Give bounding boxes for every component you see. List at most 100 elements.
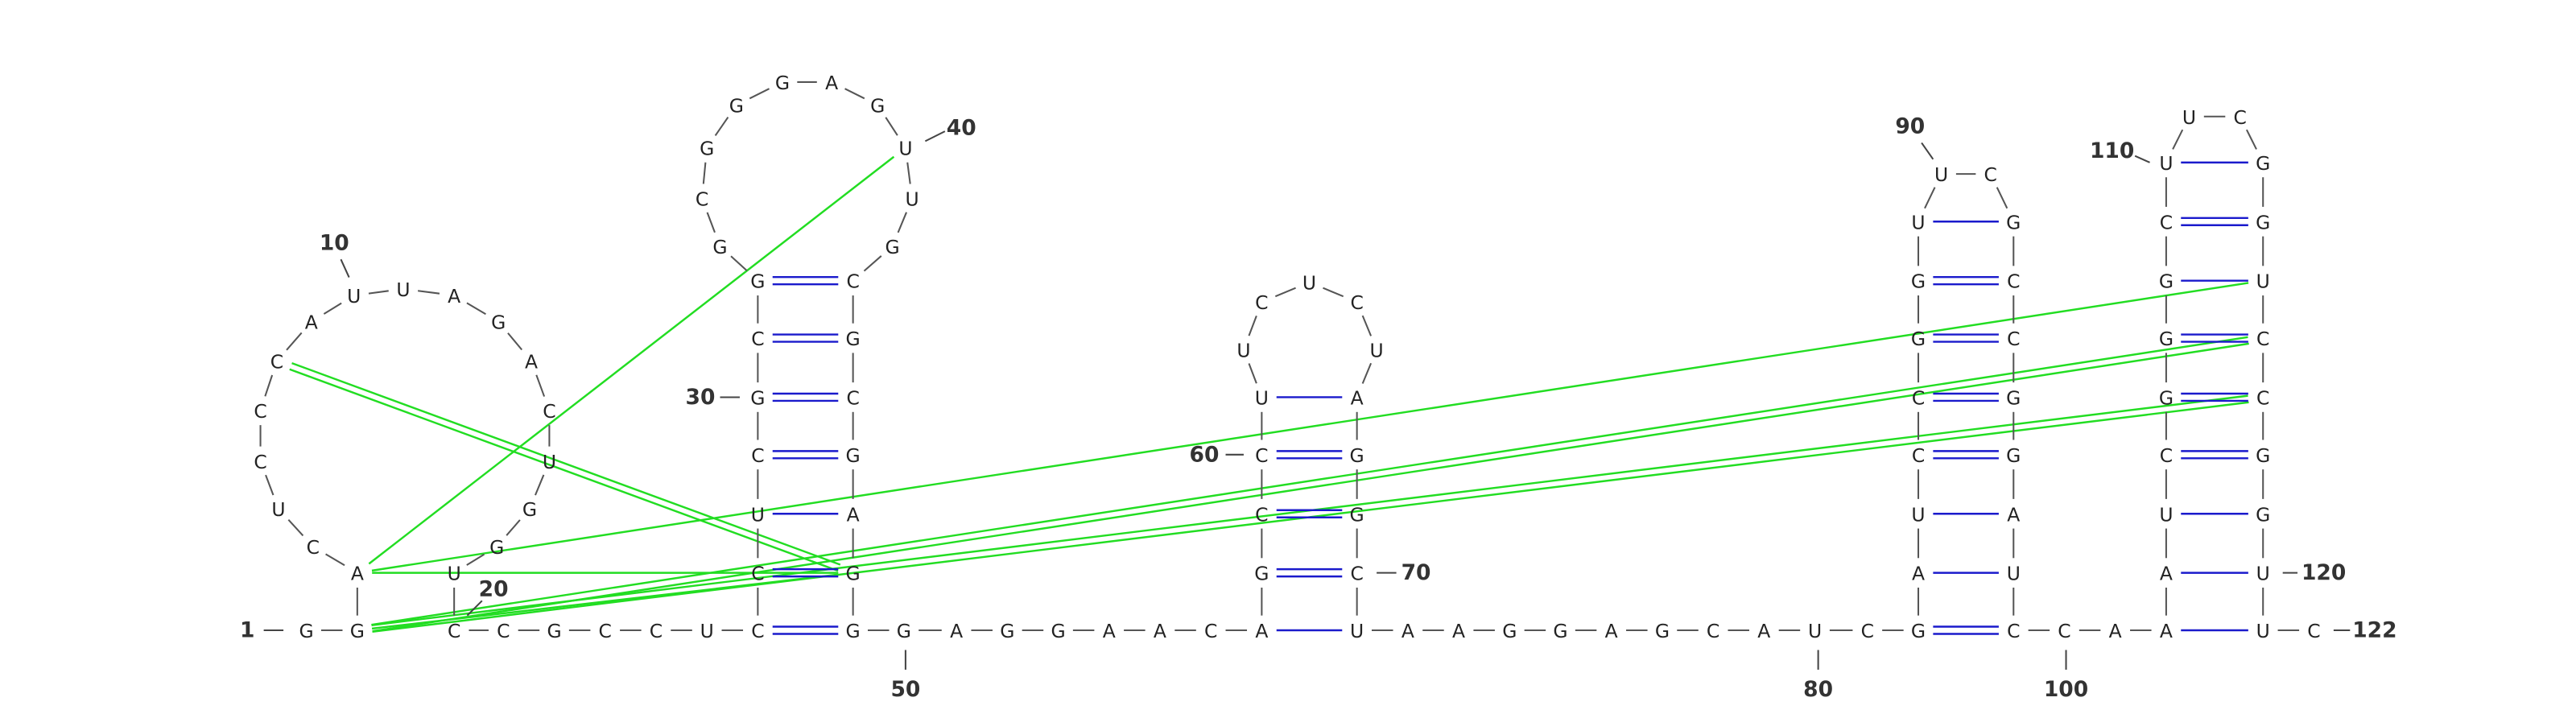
position-label: 20: [479, 577, 509, 602]
backbone-link: [323, 302, 342, 315]
nucleotide-letter: U: [2159, 503, 2173, 526]
nucleotide-letter: U: [2007, 563, 2021, 585]
nucleotide-letter: A: [305, 312, 318, 334]
backbone-link: [535, 374, 546, 397]
backbone-link: [2245, 129, 2257, 150]
position-label: 122: [2352, 618, 2396, 643]
backbone-link: [286, 332, 303, 351]
tertiary-link: [372, 342, 2249, 633]
nucleotide-letter: G: [750, 270, 765, 293]
nucleotide-letter: A: [1255, 620, 1268, 642]
nucleotide-letter: G: [885, 236, 899, 258]
nucleotide-letter: C: [2007, 328, 2020, 350]
backbone-link: [1323, 287, 1344, 298]
backbone-link: [418, 290, 440, 295]
nucleotide-letter: C: [2256, 328, 2269, 350]
nucleotide-letter: A: [448, 285, 460, 307]
backbone-link: [1248, 315, 1257, 336]
backbone-link: [2172, 129, 2184, 150]
nucleotide-letter: A: [1154, 620, 1166, 642]
nucleotide-letter: G: [1911, 270, 1926, 293]
backbone-link: [714, 117, 729, 137]
nucleotide-letter: C: [650, 620, 663, 642]
nucleotide-letter: C: [2233, 106, 2246, 129]
nucleotide-letter: U: [751, 503, 765, 526]
tertiary-link: [291, 361, 841, 566]
nucleotide-letter: U: [1934, 163, 1948, 186]
nucleotide-letter: C: [599, 620, 612, 642]
nucleotide-letter: G: [750, 386, 765, 409]
nucleotide-letter: C: [1912, 386, 1925, 409]
nucleotide-letter: A: [2160, 620, 2173, 642]
nucleotide-letter: G: [700, 138, 714, 160]
nucleotide-letter: G: [2256, 211, 2270, 233]
backbone-link: [264, 374, 274, 397]
label-tick: [1921, 142, 1934, 160]
backbone-link: [706, 212, 716, 233]
backbone-link: [466, 553, 485, 566]
nucleotide-letter: U: [1370, 339, 1384, 361]
nucleotide-letter: A: [2109, 620, 2122, 642]
nucleotide-letter: G: [2159, 328, 2174, 350]
nucleotide-letter: C: [2160, 211, 2173, 233]
nucleotide-letter: G: [1911, 620, 1926, 642]
nucleotide-letter: A: [1757, 620, 1770, 642]
nucleotide-letter: U: [396, 279, 410, 301]
nucleotide-letter: C: [2307, 620, 2320, 642]
nucleotide-letter: G: [846, 620, 861, 642]
nucleotide-letter: U: [1255, 386, 1269, 409]
nucleotide-letter: U: [905, 188, 919, 211]
position-label: 110: [2090, 138, 2134, 163]
nucleotide-letter: A: [1402, 620, 1414, 642]
nucleotide-letter: C: [1350, 291, 1363, 314]
nucleotide-letter: C: [751, 444, 764, 467]
nucleotide-letter: U: [2182, 106, 2196, 129]
nucleotide-letter: C: [307, 536, 320, 559]
nucleotide-letter: C: [1255, 503, 1268, 526]
nucleotide-letter: A: [1912, 563, 1925, 585]
backbone-link: [507, 332, 523, 351]
nucleotide-letter: G: [1350, 503, 1364, 526]
nucleotide-letter: U: [2159, 152, 2173, 175]
nucleotide-letter: U: [1236, 339, 1250, 361]
nucleotide-letter: C: [2256, 386, 2269, 409]
nucleotide-letter: G: [1655, 620, 1670, 642]
label-tick: [2134, 155, 2150, 163]
backbone-link: [730, 255, 748, 272]
backbone-link: [1274, 287, 1296, 298]
nucleotide-letter: G: [846, 563, 861, 585]
backbone-link: [749, 88, 770, 100]
nucleotide-letter: A: [1605, 620, 1618, 642]
nucleotide-letter: G: [522, 498, 537, 521]
backbone-link: [702, 162, 707, 184]
position-label: 1: [240, 618, 254, 643]
position-label: 90: [1895, 114, 1925, 139]
backbone-link: [897, 212, 907, 233]
backbone-link: [1924, 187, 1936, 209]
nucleotide-letter: U: [1911, 211, 1925, 233]
nucleotide-letter: G: [2006, 444, 2021, 467]
nucleotide-letter: C: [270, 351, 283, 374]
backbone-link: [844, 88, 865, 100]
backbone-link: [1996, 187, 2008, 209]
backbone: [259, 80, 2300, 632]
tertiary-link: [368, 155, 895, 565]
nucleotide-letter: U: [271, 498, 285, 521]
nucleotide-letter: G: [1051, 620, 1065, 642]
nucleotide-letter: U: [2256, 563, 2270, 585]
backbone-link: [906, 162, 911, 184]
nucleotide-letter: C: [1861, 620, 1874, 642]
nucleotide-letter: U: [448, 563, 461, 585]
nucleotide-letter: A: [1351, 386, 1364, 409]
nucleotide-letter: G: [1911, 328, 1926, 350]
backbone-link: [368, 290, 389, 295]
nucleotide-letter: U: [898, 138, 912, 160]
base-pairs: [772, 161, 2248, 635]
nucleotide-letter: G: [2159, 386, 2174, 409]
backbone-link: [863, 255, 882, 272]
nucleotide-letter: G: [299, 620, 314, 642]
nucleotide-letter: A: [2160, 563, 2173, 585]
nucleotide-letter: G: [729, 95, 744, 118]
